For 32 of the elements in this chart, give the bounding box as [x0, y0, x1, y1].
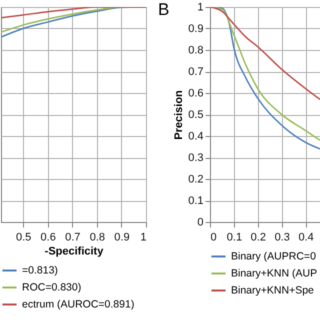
x-tick-label: 0.3: [274, 232, 290, 244]
x-tick-label: 0.6: [40, 232, 56, 244]
y-tick-label: 0.2: [188, 174, 204, 186]
y-tick-label: 0.9: [188, 23, 204, 35]
x-tick-label: 1: [140, 232, 146, 244]
y-tick-label: 0.6: [188, 88, 204, 100]
y-tick-label: 0: [197, 216, 204, 228]
x-tick-label: 0.9: [114, 232, 130, 244]
y-axis-title: Precision: [173, 90, 186, 140]
legend-label: ectrum (AUROC=0.891): [22, 298, 134, 310]
y-tick-label: 0.1: [188, 195, 204, 207]
legend-label: ROC=0.830): [22, 282, 82, 294]
legend-label: =0.813): [22, 264, 58, 276]
x-tick-label: 0.4: [298, 232, 314, 244]
legend-label: Binary (AUPRC=0: [231, 250, 316, 262]
chart-title: B: [158, 0, 170, 19]
legend-label: Binary+KNN (AUP: [231, 268, 318, 280]
x-tick-label: 0.8: [90, 232, 105, 244]
x-tick-label: 0: [210, 232, 217, 244]
line-series: [210, 7, 320, 100]
y-tick-label: 1: [197, 2, 204, 14]
x-tick-label: 0.2: [250, 232, 266, 244]
y-tick-label: 0.4: [188, 130, 204, 142]
y-tick-label: 0.8: [188, 44, 204, 56]
y-tick-label: 0.3: [188, 152, 204, 164]
x-tick-label: 0.1: [226, 232, 242, 244]
legend-label: Binary+KNN+Spe: [231, 284, 314, 296]
x-tick-label: 0.7: [65, 232, 80, 244]
x-tick-label: 0.5: [16, 232, 32, 244]
x-axis-title: -Specificity: [44, 246, 104, 258]
y-tick-label: 0.7: [188, 66, 204, 78]
y-tick-label: 0.5: [188, 109, 204, 121]
